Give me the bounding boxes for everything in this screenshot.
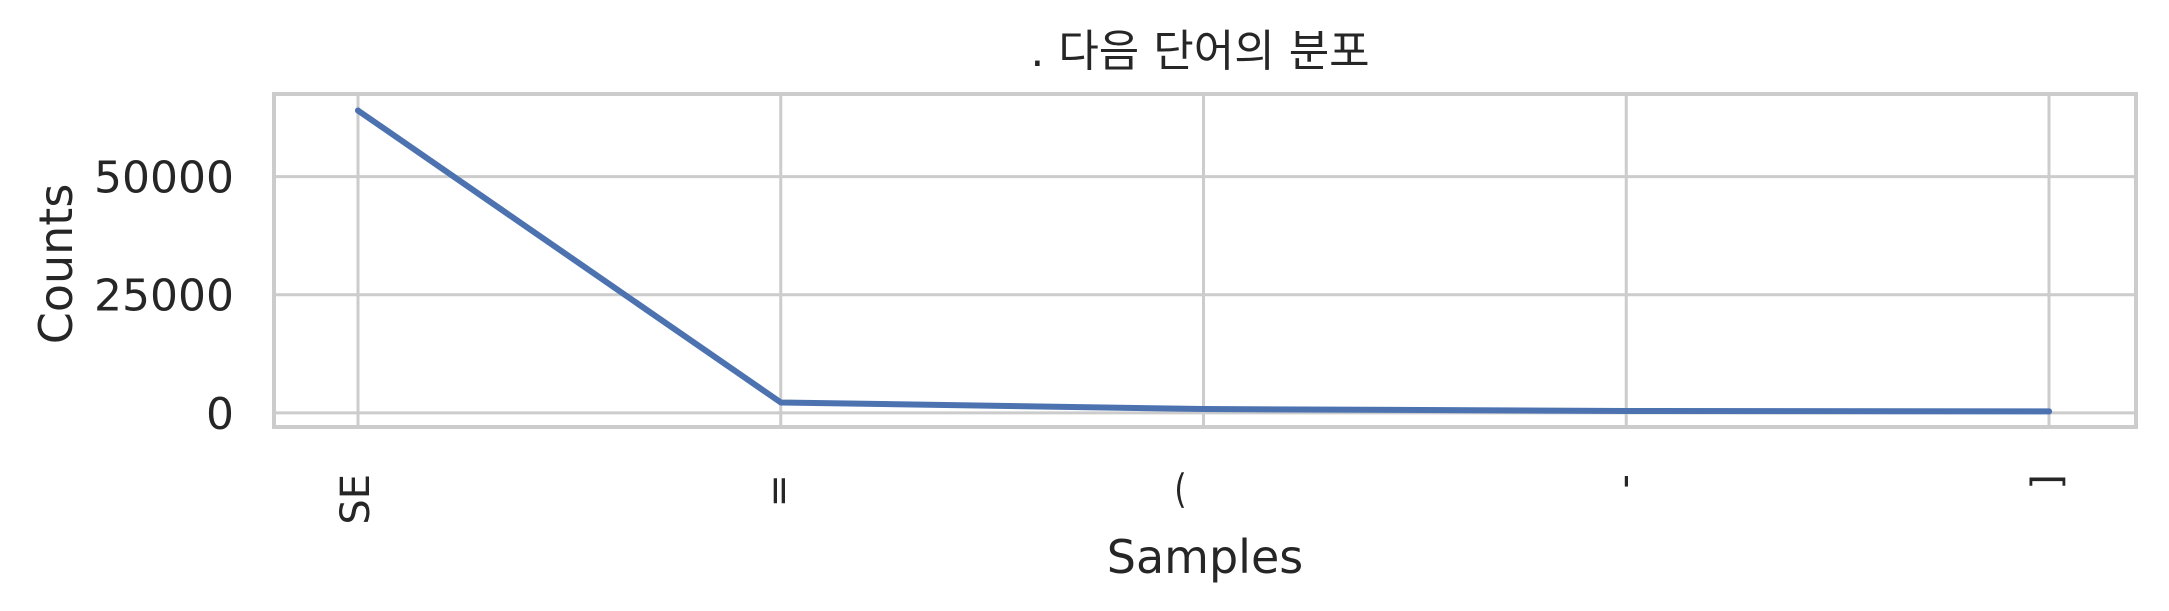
x-tick-label: ⁀	[1176, 472, 1225, 508]
data-point	[355, 107, 361, 114]
data-point	[2046, 408, 2052, 415]
tick-labels: 0 25000 50000 SE = ⁀ -]	[94, 153, 2070, 525]
y-tick-label: 50000	[94, 153, 234, 204]
plot-frame	[272, 92, 2138, 429]
grid-lines	[274, 94, 2136, 427]
y-tick-label: 0	[206, 389, 234, 440]
chart-title: . 다음 단어의 분포	[1030, 26, 1369, 77]
x-tick-label: =	[756, 474, 802, 508]
series-layer	[355, 107, 2052, 415]
data-point	[1623, 407, 1630, 414]
x-tick-label: SE	[333, 474, 379, 525]
data-point	[1200, 406, 1207, 413]
x-tick-label: -	[1601, 474, 1647, 488]
y-tick-label: 25000	[94, 271, 234, 322]
x-axis-label: Samples	[1107, 530, 1303, 584]
y-axis-label: Counts	[29, 184, 83, 345]
x-tick-label: ]	[2024, 474, 2070, 490]
data-point	[777, 399, 784, 406]
